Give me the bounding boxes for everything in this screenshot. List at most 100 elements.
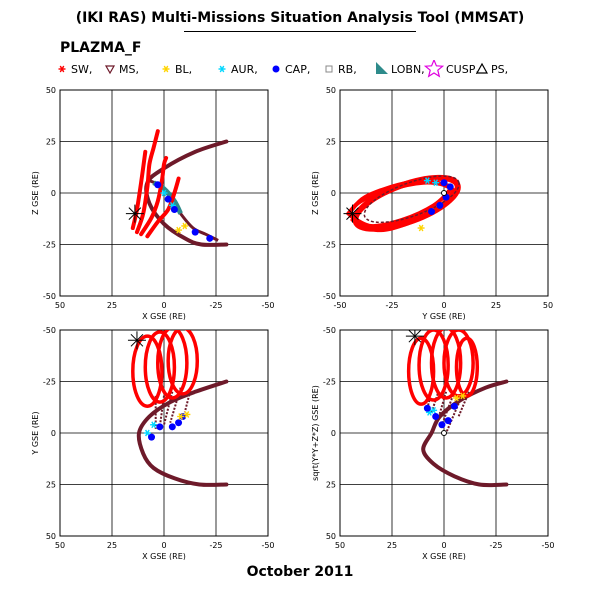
aurora-point [145, 429, 150, 437]
solar-wind-orbit-series [442, 330, 475, 398]
x-axis-label: X GSE (RE) [422, 552, 466, 560]
polar-cap-point [170, 205, 178, 213]
magnetosheath-boundary-series [144, 139, 229, 247]
polar-cap-point [175, 419, 183, 427]
x-tick-label: -25 [209, 541, 222, 550]
x-tick-label: 0 [161, 541, 166, 550]
legend-item-rb: RB, [325, 63, 357, 76]
x-axis-label: X GSE (RE) [142, 552, 186, 560]
legend-item-cusp: CUSP, [423, 60, 479, 78]
legend-item-lobn: LOBN, [376, 62, 425, 76]
y-tick-label: 25 [46, 481, 56, 490]
legend-label: CAP, [285, 63, 310, 76]
aurora-point [161, 189, 167, 197]
earth-marker [441, 190, 447, 196]
orbit-inbound-series [457, 391, 470, 417]
plot-xr-panel: 50 25 0 -25 -50 -50 -25 0 25 50 X GSE (RE) sqrt(Y*Y… [311, 326, 555, 560]
x-tick-label: 0 [161, 301, 166, 310]
y-tick-label: -50 [323, 326, 336, 335]
y-tick-label: 25 [46, 138, 56, 147]
mission-name: PLAZMA_F [60, 40, 142, 56]
solar-wind-orbit-series [352, 174, 461, 232]
polar-cap-point [164, 195, 172, 203]
plot-area [343, 174, 461, 233]
aurora-point [169, 201, 175, 209]
solar-wind-orbit-series [143, 330, 177, 404]
wedge-icon [376, 62, 388, 74]
orbit-inbound-series [169, 387, 182, 423]
x-tick-label: 50 [543, 301, 553, 310]
magnetosheath-series [363, 175, 460, 224]
aurora-point [427, 409, 432, 416]
x-tick-label: -50 [333, 301, 346, 310]
dot-icon [272, 65, 280, 73]
y-tick-label: -50 [43, 292, 56, 301]
x-tick-label: -25 [489, 541, 502, 550]
solar-wind-orbit-series [139, 156, 169, 237]
polar-cap-point [168, 423, 176, 431]
boundary-layer-point [178, 413, 183, 420]
x-tick-label: 50 [335, 541, 345, 550]
legend-item-ps: PS, [475, 62, 508, 76]
y-tick-label: 25 [326, 138, 336, 147]
polar-cap-point [444, 417, 452, 425]
polar-cap-point [432, 413, 440, 421]
x-tick-label: -50 [541, 541, 554, 550]
legend-item-bl: BL, [162, 63, 192, 76]
y-axis-label: Y GSE (RE) [31, 411, 40, 455]
legend-label: RB, [338, 63, 357, 76]
orbit-inbound-series [163, 391, 174, 426]
boundary-layer-point [176, 226, 181, 234]
boundary-layer-point [182, 222, 188, 230]
legend-label: AUR, [231, 63, 258, 76]
y-tick-label: 0 [51, 189, 56, 198]
polar-cap-point [154, 181, 162, 189]
x-tick-label: 50 [55, 301, 65, 310]
x-axis-label: X GSE (RE) [142, 312, 186, 320]
spacecraft-position-marker [343, 204, 362, 223]
boundary-layer-point [418, 224, 424, 232]
triangle-up-icon [475, 62, 489, 74]
y-tick-label: -25 [323, 241, 336, 250]
x-tick-label: 25 [107, 541, 117, 550]
legend-label: SW, [71, 63, 92, 76]
solar-wind-orbit-series [134, 129, 160, 235]
y-tick-label: 0 [331, 429, 336, 438]
triangle-down-icon [104, 65, 116, 75]
plot-area [405, 330, 509, 488]
large-star-icon [423, 60, 445, 78]
solar-wind-orbit-series [145, 176, 181, 239]
plot-area [127, 330, 229, 487]
spacecraft-position-marker [127, 331, 146, 350]
grid [60, 330, 268, 536]
legend-label: PS, [491, 63, 508, 76]
polar-cap-point [156, 423, 164, 431]
page-title: (IKI RAS) Multi-Missions Situation Analy… [75, 10, 525, 26]
aurora-point [425, 177, 430, 185]
legend-label: CUSP, [446, 63, 479, 76]
x-tick-label: 0 [441, 301, 446, 310]
marker-arm [346, 207, 359, 220]
legend-label: LOBN, [391, 63, 425, 76]
y-axis-label: Z GSE (RE) [311, 171, 320, 215]
solar-wind-orbit-series [454, 336, 480, 398]
y-tick-label: -25 [43, 378, 56, 387]
y-tick-label: 25 [326, 481, 336, 490]
polar-cap-point [206, 234, 214, 242]
polar-cap-point [446, 183, 454, 191]
y-tick-label: 50 [326, 532, 336, 541]
polar-cap-point [148, 433, 156, 441]
plot-xy-panel: 50 25 0 -25 -50 -50 -25 0 25 50 X GSE (RE) Y GSE (R… [31, 326, 275, 560]
star-icon [59, 65, 65, 73]
boundary-layer-point [184, 411, 190, 418]
marker-arm [130, 333, 144, 347]
y-tick-label: -50 [323, 292, 336, 301]
polar-cap-point [423, 404, 431, 412]
polar-cap-point [438, 421, 446, 429]
polar-cap-point [440, 179, 448, 187]
x-axis-label: Y GSE (RE) [421, 312, 465, 320]
x-tick-label: 50 [55, 541, 65, 550]
x-tick-label: 25 [387, 541, 397, 550]
polar-cap-point [428, 208, 436, 216]
